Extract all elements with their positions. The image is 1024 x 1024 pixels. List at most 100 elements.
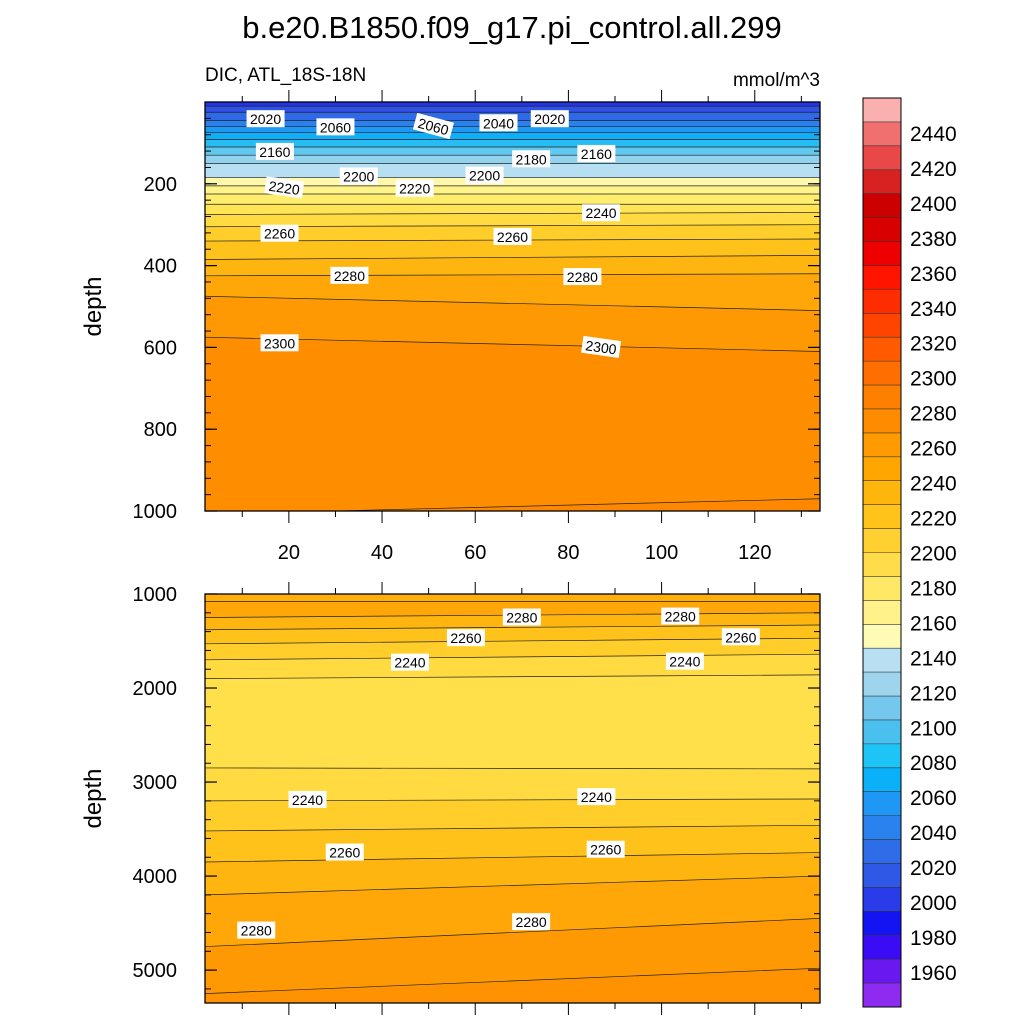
contour-band: [205, 876, 820, 947]
contour-band: [205, 625, 820, 644]
x-tick-label: 60: [464, 542, 486, 564]
contour-line: [205, 918, 820, 947]
panel-subtitle-right: mmol/m^3: [733, 70, 820, 91]
contour-label-text: 2260: [725, 629, 756, 645]
contour-label: 2160: [255, 142, 294, 160]
contour-label-box: [264, 176, 305, 199]
contour-band: [205, 798, 820, 831]
contour-label-text: 2260: [264, 226, 295, 242]
contour-label-text: 2280: [241, 923, 272, 939]
contour-label-text: 2220: [268, 178, 301, 198]
colorbar-swatch: [863, 456, 901, 482]
contour-label-box: [395, 179, 434, 197]
colorbar-label: 2280: [910, 403, 957, 426]
colorbar-label: 1980: [910, 927, 957, 950]
colorbar-swatch: [863, 767, 901, 793]
contour-band: [205, 185, 820, 195]
colorbar-swatch: [863, 408, 901, 434]
colorbar-swatch: [863, 241, 901, 266]
x-tick-label: 20: [278, 542, 300, 564]
colorbar-swatch: [863, 313, 901, 338]
x-tick-label: 100: [645, 542, 678, 564]
y-tick-label: 400: [144, 256, 177, 278]
contour-label-box: [412, 112, 454, 140]
contour-label-box: [582, 204, 621, 222]
contour-label: 2020: [530, 110, 569, 128]
contour-label: 2260: [446, 629, 485, 647]
contour-label-text: 2020: [534, 111, 565, 127]
contour-label-box: [577, 788, 616, 806]
contour-band: [205, 674, 820, 769]
contour-line: [205, 824, 820, 832]
contour-label-box: [237, 921, 276, 939]
colorbar-swatch: [863, 217, 901, 242]
y-tick-label: 800: [144, 419, 177, 441]
colorbar-swatch: [863, 98, 901, 123]
contour-band: [205, 132, 820, 140]
contour-line: [205, 674, 820, 679]
contour-label-box: [512, 913, 551, 931]
contour-label-box: [316, 118, 355, 136]
contour-label-box: [325, 843, 364, 861]
contour-band: [205, 918, 820, 994]
colorbar-frame: [862, 97, 902, 1008]
contour-label: 2240: [577, 788, 616, 806]
colorbar-label: 2040: [910, 822, 957, 845]
colorbar-swatch: [863, 528, 901, 553]
colorbar-label: 2200: [910, 542, 957, 565]
colorbar-swatch: [863, 624, 901, 649]
contour-label-box: [465, 166, 504, 184]
y-tick-label: 200: [144, 174, 177, 196]
contour-label: 2260: [325, 843, 364, 861]
contour-label-text: 2240: [585, 205, 616, 221]
contour-label-box: [665, 652, 704, 670]
contour-line: [320, 498, 820, 511]
figure-title: b.e20.B1850.f09_g17.pi_control.all.299: [242, 10, 782, 45]
contour-label: 2240: [288, 790, 327, 808]
contour-label: 2280: [330, 266, 369, 284]
colorbar-swatch: [863, 600, 901, 625]
colorbar: 1960 1980 2000 2020 2040 2060 2080 2100 2120 2140…: [862, 97, 957, 1008]
plot-frame: [204, 593, 821, 1004]
contour-label-text: 2160: [259, 144, 290, 160]
colorbar-swatch: [863, 145, 901, 171]
contour-band: [205, 852, 820, 895]
contour-label-text: 2160: [581, 146, 612, 162]
y-axis-label: depth: [80, 768, 107, 828]
colorbar-swatch: [863, 743, 901, 769]
contour-label-box: [512, 150, 551, 168]
colorbar-label: 2300: [910, 368, 957, 391]
contour-label: 2240: [665, 652, 704, 670]
contour-band: [205, 212, 820, 227]
contour-label-box: [391, 653, 429, 671]
contour-label-box: [563, 268, 602, 286]
contour-label: 2260: [721, 628, 760, 646]
contour-label-box: [502, 608, 541, 626]
colorbar-label: 2060: [910, 787, 957, 810]
contour-label: 2280: [237, 921, 276, 939]
contour-label-text: 2300: [264, 335, 295, 351]
contour-lines: [205, 105, 820, 511]
colorbar-swatch: [863, 648, 901, 673]
contour-label: 2060: [412, 112, 454, 140]
colorbar-label: 1960: [910, 962, 957, 985]
contour-label-text: 2280: [334, 268, 365, 284]
colorbar-swatch: [863, 193, 901, 218]
contour-label: 2020: [246, 110, 285, 128]
y-tick-label: 4000: [133, 866, 178, 888]
contour-label-box: [339, 167, 378, 185]
contour-label-box: [446, 629, 485, 647]
contour-label-text: 2020: [250, 111, 281, 127]
colorbar-label: 2400: [910, 193, 957, 216]
contour-label-text: 2260: [450, 630, 481, 646]
contour-label-box: [493, 227, 532, 245]
contour-label: 2300: [581, 335, 622, 358]
contour-band: [205, 239, 820, 260]
contour-label-text: 2220: [399, 181, 430, 197]
colorbar-label: 2000: [910, 892, 957, 915]
lower-contour-plot: 2280 2280 2260 2260 2240 2240 2240 2240 2260 2260…: [80, 582, 821, 1015]
contour-label-box: [255, 142, 294, 160]
contour-line: [205, 224, 820, 228]
contour-line: [205, 295, 820, 311]
contour-label-text: 2260: [497, 229, 528, 245]
